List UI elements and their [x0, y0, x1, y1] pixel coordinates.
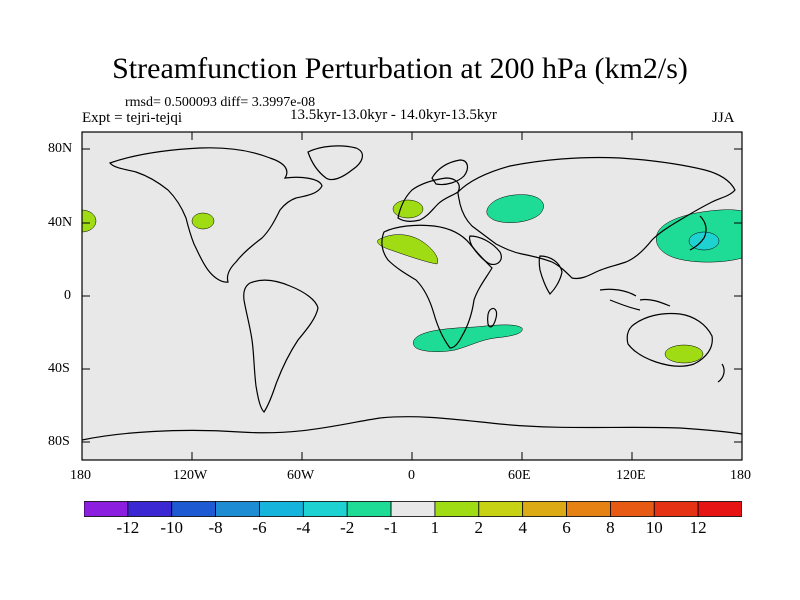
colorbar-swatch [346, 501, 392, 517]
axis-ticks [81, 132, 743, 460]
anomaly-australia [664, 344, 704, 364]
lon-tick-label: 60W [287, 468, 315, 483]
lat-tick-label: 0 [64, 288, 71, 303]
lon-tick-label: 180 [70, 468, 91, 483]
colorbar-label: 10 [645, 518, 663, 537]
coastlines [82, 145, 742, 441]
colorbar-swatch [259, 501, 304, 517]
lon-tick-label: 60E [508, 468, 531, 483]
colorbar-swatch [84, 501, 129, 517]
colorbar-swatch [390, 501, 436, 517]
colorbar-swatch [127, 501, 173, 517]
map-background [82, 132, 742, 460]
colorbar-swatch [215, 501, 260, 517]
colorbar-label: -10 [160, 518, 184, 537]
colorbar-label: 12 [689, 518, 707, 537]
colorbar-label: 8 [606, 518, 615, 537]
period-label: 13.5kyr-13.0kyr - 14.0kyr-13.5kyr [290, 107, 497, 123]
anomaly-central-asia [486, 194, 544, 223]
anomaly-western-europe [392, 199, 424, 219]
lat-tick-label: 40S [48, 361, 70, 376]
anomaly-north-pacific [82, 209, 97, 233]
lat-tick-label: 80N [48, 141, 73, 156]
colorbar-label: -1 [384, 518, 399, 537]
lon-tick-label: 180 [730, 468, 751, 483]
plot-title: Streamfunction Perturbation at 200 hPa (… [112, 52, 688, 85]
colorbar-swatch [171, 501, 217, 517]
colorbar-swatch [434, 501, 480, 517]
colorbar-swatch [653, 501, 699, 517]
colorbar-label: -4 [296, 518, 311, 537]
colorbar-swatch [302, 501, 348, 517]
lon-tick-label: 120E [616, 468, 646, 483]
colorbar-swatch [478, 501, 524, 517]
colorbar-swatch [697, 501, 742, 517]
colorbar-label: 1 [430, 518, 440, 537]
colorbar-label: 2 [474, 518, 484, 537]
colorbar-label: 4 [518, 518, 527, 537]
lat-tick-label: 40N [48, 215, 73, 230]
colorbar-swatch [610, 501, 655, 517]
colorbar-swatch [566, 501, 611, 517]
lon-tick-label: 0 [408, 468, 415, 483]
lat-tick-label: 80S [48, 434, 70, 449]
colorbar-label: 6 [562, 518, 571, 537]
season-label: JJA [712, 110, 735, 126]
lon-tick-label: 120W [173, 468, 208, 483]
colorbar-label: -6 [252, 518, 267, 537]
anomaly-california [191, 212, 215, 230]
colorbar [84, 501, 742, 517]
expt-label: Expt = tejri-tejqi [82, 110, 183, 126]
colorbar-label: -8 [208, 518, 223, 537]
colorbar-swatch [522, 501, 567, 517]
stats-text: rmsd= 0.500093 diff= 3.3997e-08 [125, 95, 316, 110]
colorbar-label: -12 [116, 518, 140, 537]
colorbar-label: -2 [340, 518, 355, 537]
colorbar-labels: -12 -10 -8 -6 -4 -2 -1 1 2 4 6 8 10 12 [0, 518, 800, 542]
anomaly-nw-pacific-core [688, 231, 720, 251]
